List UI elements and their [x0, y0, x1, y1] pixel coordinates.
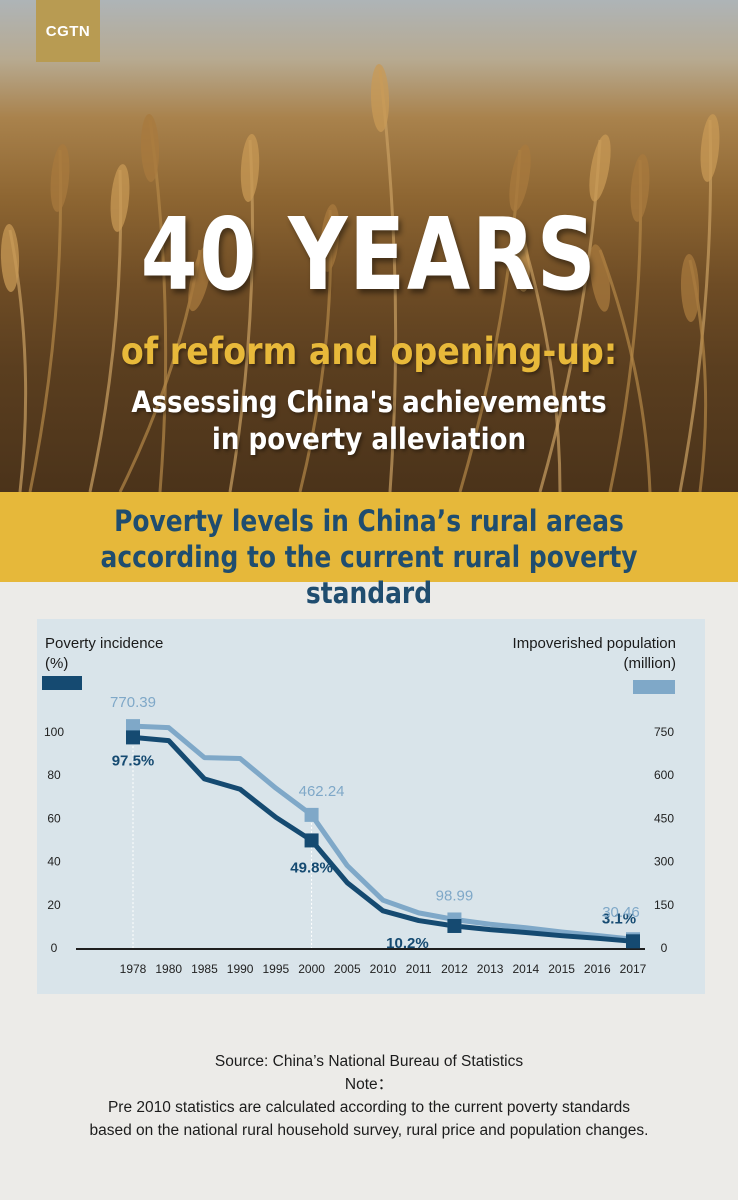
y-right-tick-label: 0	[661, 941, 668, 955]
headline-description-line-2: in poverty alleviation	[211, 422, 527, 456]
y-left-tick-label: 0	[51, 941, 58, 955]
wheat-ear	[509, 144, 531, 212]
x-tick-label: 2014	[513, 962, 540, 976]
wheat-ear	[0, 224, 20, 292]
data-label: 98.99	[436, 887, 474, 904]
right-axis-title: Impoverished population	[512, 635, 676, 652]
data-label: 770.39	[110, 694, 156, 711]
headline-description: Assessing China's achievements in povert…	[37, 384, 701, 458]
data-label: 30.46	[602, 904, 640, 921]
headline-description-line-1: Assessing China's achievements	[131, 385, 607, 419]
x-tick-label: 2000	[298, 962, 325, 976]
x-tick-label: 2016	[584, 962, 611, 976]
wheat-ear	[140, 114, 160, 182]
population-legend-swatch	[633, 680, 675, 694]
left-axis-unit: (%)	[45, 655, 69, 672]
wheat-ear	[589, 134, 611, 202]
chart-panel	[37, 619, 705, 994]
wheat-field-illustration	[0, 64, 720, 492]
y-left-tick-label: 40	[47, 855, 61, 869]
x-tick-label: 2015	[548, 962, 575, 976]
wheat-stalk	[598, 249, 652, 492]
population-series-line	[132, 723, 634, 942]
source-text: Source: China’s National Bureau of Stati…	[214, 1053, 524, 1070]
incidence-point	[447, 918, 462, 933]
x-tick-label: 2010	[370, 962, 397, 976]
wheat-ear	[188, 244, 212, 312]
note-line-2: based on the national rural household su…	[89, 1122, 649, 1139]
wheat-ear	[630, 154, 650, 222]
chart-heading: Poverty levels in China’s rural areas ac…	[52, 503, 687, 611]
wheat-stalk	[378, 69, 398, 492]
wheat-ear	[370, 64, 390, 132]
x-tick-label: 2005	[334, 962, 361, 976]
header-photo	[0, 0, 738, 492]
wheat-ear	[700, 114, 720, 182]
headline-subtitle: of reform and opening-up:	[120, 330, 618, 373]
note-label: Note：	[344, 1076, 394, 1093]
y-right-tick-label: 450	[654, 811, 674, 825]
y-right-tick-label: 150	[654, 898, 674, 912]
y-right-tick-label: 600	[654, 768, 674, 782]
x-tick-label: 1995	[263, 962, 290, 976]
x-tick-label: 1978	[120, 962, 147, 976]
right-axis-legend: Impoverished population (million)	[513, 634, 676, 674]
left-axis-title: Poverty incidence	[45, 635, 164, 652]
x-tick-label: 1990	[227, 962, 254, 976]
incidence-point	[126, 730, 140, 745]
wheat-stalk	[518, 229, 562, 492]
left-axis-legend: Poverty incidence (%)	[45, 634, 163, 674]
y-left-tick-label: 80	[47, 768, 61, 782]
incidence-point	[626, 934, 640, 949]
chart-heading-line-1: Poverty levels in China’s rural areas	[114, 504, 624, 538]
x-tick-label: 1980	[155, 962, 182, 976]
y-left-tick-label: 60	[47, 811, 61, 825]
chart-heading-line-2: according to the current rural poverty s…	[100, 540, 638, 610]
cgtn-logo: CGTN	[36, 0, 100, 62]
wheat-ear	[510, 224, 530, 292]
incidence-series-line	[132, 734, 634, 944]
population-point	[304, 807, 319, 822]
wheat-ear	[589, 244, 611, 312]
data-label: 3.1%	[602, 910, 636, 927]
x-tick-label: 2012	[441, 962, 468, 976]
x-tick-label: 2017	[620, 962, 647, 976]
footer-notes: Source: China’s National Bureau of Stati…	[0, 1050, 738, 1142]
headline: 40 YEARS	[140, 196, 598, 313]
wheat-ear	[110, 164, 130, 232]
wheat-ear	[680, 254, 700, 322]
wheat-ear	[50, 144, 70, 212]
wheat-ear	[240, 134, 260, 202]
incidence-point	[304, 833, 319, 848]
population-point	[126, 719, 140, 734]
x-tick-label: 1985	[191, 962, 218, 976]
incidence-legend-swatch	[42, 676, 82, 690]
y-right-tick-label: 300	[654, 855, 674, 869]
note-line-1: Pre 2010 statistics are calculated accor…	[107, 1099, 631, 1116]
x-tick-label: 2013	[477, 962, 504, 976]
y-left-tick-label: 100	[44, 725, 64, 739]
section-band	[0, 492, 738, 582]
data-label: 462.24	[299, 783, 345, 800]
data-label: 49.8%	[290, 859, 333, 876]
x-tick-label: 2011	[406, 962, 432, 976]
y-left-tick-label: 20	[47, 898, 61, 912]
data-label: 10.2%	[386, 935, 429, 952]
y-right-tick-label: 750	[654, 725, 674, 739]
wheat-ear	[320, 204, 340, 272]
right-axis-unit: (million)	[623, 655, 677, 672]
data-label: 97.5%	[112, 752, 155, 769]
